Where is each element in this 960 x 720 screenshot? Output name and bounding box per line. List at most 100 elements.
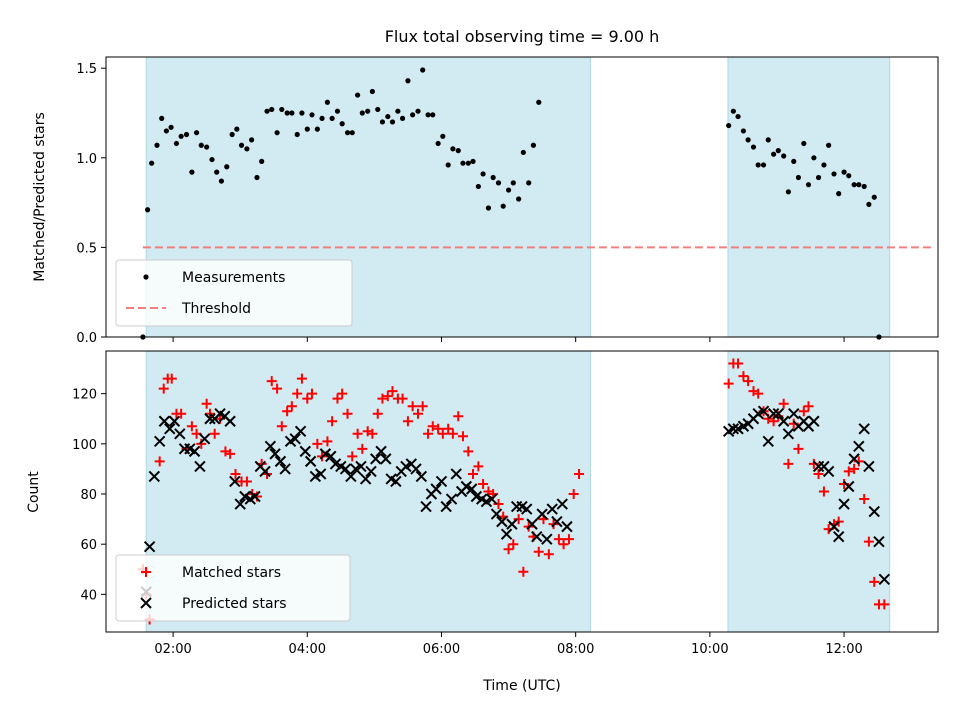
- data-point: [463, 446, 474, 457]
- data-point: [826, 142, 832, 148]
- data-point: [229, 475, 241, 488]
- data-point: [379, 119, 386, 125]
- data-point: [526, 180, 532, 186]
- data-point: [345, 470, 357, 483]
- data-point: [420, 500, 432, 513]
- data-point: [342, 408, 353, 419]
- data-point: [508, 539, 519, 550]
- data-point: [745, 137, 751, 143]
- data-point: [750, 144, 757, 150]
- data-point: [733, 358, 744, 369]
- data-point: [536, 508, 548, 520]
- data-point: [493, 499, 504, 510]
- data-point: [154, 456, 165, 467]
- x-tick-label: 04:00: [289, 642, 326, 657]
- data-point: [148, 470, 161, 483]
- data-point: [791, 158, 797, 164]
- data-point: [506, 518, 518, 530]
- data-point: [332, 393, 343, 404]
- data-point: [755, 162, 761, 168]
- data-point: [189, 169, 195, 175]
- data-point: [380, 453, 392, 465]
- data-point: [808, 415, 820, 427]
- data-point: [822, 465, 835, 478]
- data-point: [294, 131, 300, 138]
- data-point: [832, 530, 845, 543]
- y-tick-label: 0.0: [76, 331, 97, 346]
- data-point: [279, 106, 285, 113]
- data-point: [561, 520, 573, 533]
- legend-label: Measurements: [182, 270, 285, 286]
- data-point: [241, 476, 252, 487]
- data-point: [410, 112, 416, 118]
- data-point: [556, 498, 568, 510]
- data-point: [284, 110, 290, 116]
- data-point: [319, 115, 325, 121]
- data-point: [851, 182, 857, 188]
- data-point: [168, 124, 174, 130]
- data-point: [337, 388, 348, 399]
- data-point: [500, 203, 506, 209]
- data-point: [264, 440, 277, 453]
- observing-interval-1: [727, 57, 890, 337]
- data-point: [563, 534, 574, 545]
- data-point: [760, 162, 767, 168]
- data-point: [536, 99, 542, 105]
- data-point: [767, 408, 780, 420]
- data-point: [410, 463, 422, 475]
- data-point: [249, 137, 255, 143]
- data-point: [849, 463, 860, 474]
- data-point: [230, 468, 241, 479]
- data-point: [836, 191, 842, 197]
- data-point: [821, 162, 827, 168]
- data-point: [856, 182, 862, 188]
- legend-label: Predicted stars: [182, 596, 287, 612]
- data-point: [390, 475, 402, 488]
- legend-marker: [141, 567, 151, 577]
- data-point: [178, 133, 184, 139]
- data-point: [196, 438, 207, 449]
- series-measurements: [140, 67, 882, 340]
- data-point: [369, 88, 375, 95]
- data-point: [154, 142, 160, 148]
- data-point: [541, 533, 553, 545]
- data-point: [460, 160, 466, 166]
- data-point: [853, 440, 865, 453]
- data-point: [425, 112, 431, 118]
- data-point: [164, 423, 176, 435]
- data-point: [486, 493, 498, 505]
- series-predicted-stars: [140, 405, 891, 598]
- chart-title: Flux total observing time = 9.00 h: [385, 27, 660, 46]
- data-point: [296, 373, 307, 384]
- data-point: [771, 151, 777, 157]
- data-point: [272, 383, 283, 394]
- data-point: [553, 534, 564, 545]
- bottom-y-axis-label: Count: [26, 471, 42, 513]
- data-point: [430, 112, 436, 118]
- data-point: [848, 453, 860, 465]
- data-point: [526, 518, 538, 530]
- data-point: [352, 428, 363, 439]
- data-point: [440, 133, 446, 139]
- data-point: [158, 383, 169, 394]
- data-point: [355, 460, 367, 473]
- data-point: [775, 148, 781, 154]
- data-point: [798, 406, 809, 417]
- legend-marker: [140, 597, 152, 609]
- data-point: [397, 393, 408, 404]
- data-point: [304, 126, 310, 132]
- data-point: [485, 205, 492, 211]
- data-point: [238, 142, 245, 148]
- data-point: [831, 171, 837, 177]
- data-point: [878, 573, 891, 586]
- data-point: [727, 423, 740, 435]
- data-point: [218, 178, 225, 184]
- data-point: [405, 78, 411, 84]
- data-point: [757, 405, 770, 417]
- data-point: [735, 113, 741, 120]
- data-point: [861, 183, 867, 190]
- data-point: [359, 473, 372, 485]
- bottom-panel-counts: 40 60 80 100 120 02:00 04:00 06:00 08:00 10:00 12:…: [72, 350, 939, 657]
- data-point: [805, 182, 812, 188]
- data-point: [445, 493, 458, 505]
